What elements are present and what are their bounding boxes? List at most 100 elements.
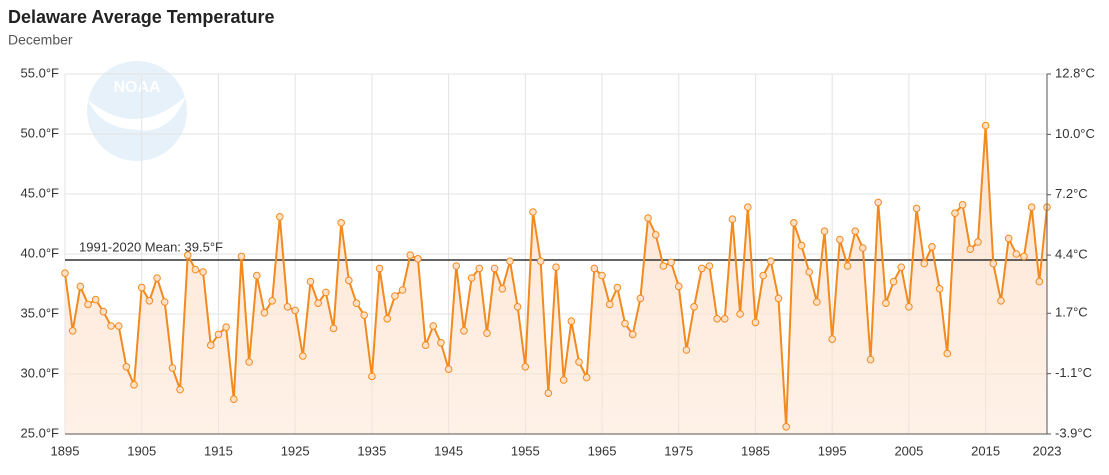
point (176, 385, 184, 394)
point (820, 227, 829, 235)
x-tick-label: 1965 (588, 443, 617, 458)
point (529, 208, 537, 216)
point (460, 327, 468, 335)
point (843, 262, 852, 270)
x-tick-label: 1935 (357, 443, 386, 458)
logo-text: NOAA (113, 79, 161, 96)
x-tick-label: 2005 (894, 443, 923, 458)
point (582, 373, 591, 382)
point (713, 315, 721, 323)
y2-tick-label: 12.8°C (1055, 65, 1095, 80)
point (306, 277, 315, 286)
y-tick-label: 25.0°F (21, 425, 60, 440)
y-tick-label: 40.0°F (21, 245, 60, 260)
point (559, 376, 568, 384)
point (636, 294, 645, 303)
point (997, 297, 1005, 305)
point (544, 389, 553, 398)
point (183, 251, 192, 259)
point (743, 203, 752, 211)
point (682, 346, 691, 354)
point (199, 268, 207, 276)
point (76, 282, 85, 291)
mean-label: 1991-2020 Mean: 39.5°F (79, 239, 223, 254)
point (467, 274, 476, 282)
y2-tick-label: 4.4°C (1055, 247, 1088, 262)
point (322, 288, 330, 297)
point (84, 300, 92, 309)
point (889, 277, 898, 286)
point (897, 263, 906, 272)
point (813, 298, 821, 306)
point (836, 235, 844, 244)
point (252, 271, 261, 280)
point (414, 254, 422, 263)
point (989, 259, 998, 268)
y2-tick-label: -3.9°C (1055, 425, 1092, 440)
point (406, 251, 415, 259)
point (797, 241, 806, 250)
point (759, 271, 767, 280)
point (229, 395, 238, 404)
point (575, 358, 583, 366)
point (882, 299, 890, 308)
point (590, 264, 599, 273)
point (774, 294, 783, 303)
point (1012, 250, 1021, 258)
y2-tick-label: 7.2°C (1055, 186, 1088, 201)
logo: NOAA (87, 61, 187, 161)
point (805, 268, 813, 276)
point (337, 219, 345, 227)
chart-subtitle: December (8, 32, 73, 48)
point (728, 215, 737, 223)
point (61, 269, 69, 278)
point (567, 317, 576, 326)
point (276, 213, 284, 221)
point (920, 259, 929, 268)
point (168, 364, 177, 372)
point (360, 311, 369, 320)
point (498, 285, 507, 293)
point (1035, 277, 1044, 286)
x-tick-label: 1925 (281, 443, 310, 458)
point (490, 264, 499, 273)
point (874, 198, 883, 207)
point (160, 298, 169, 306)
point (644, 214, 652, 222)
point (951, 209, 959, 217)
point (521, 363, 530, 371)
point (958, 201, 967, 209)
point (974, 238, 982, 246)
point (674, 282, 683, 291)
point (107, 322, 115, 330)
point (1020, 252, 1028, 261)
point (697, 264, 706, 273)
point (291, 306, 299, 315)
point (429, 322, 438, 330)
y-tick-label: 30.0°F (21, 365, 60, 380)
point (621, 319, 629, 328)
point (1027, 203, 1036, 211)
x-tick-label: 1995 (818, 443, 847, 458)
point (391, 292, 399, 300)
y2-tick-label: -1.1°C (1055, 365, 1092, 380)
point (398, 286, 407, 294)
point (651, 231, 660, 239)
point (383, 315, 392, 323)
point (260, 309, 269, 317)
y-tick-label: 35.0°F (21, 305, 60, 320)
x-tick-label: 1905 (127, 443, 156, 458)
point (859, 244, 867, 252)
point (935, 285, 944, 293)
point (790, 219, 798, 227)
x-tick-label: 1975 (664, 443, 693, 458)
x-tick-label: 2023 (1033, 443, 1062, 458)
point (905, 303, 913, 311)
point (299, 352, 307, 360)
point (114, 322, 123, 330)
point (943, 349, 952, 358)
point (91, 295, 100, 304)
point (329, 324, 338, 333)
point (751, 318, 760, 327)
point (720, 315, 729, 323)
